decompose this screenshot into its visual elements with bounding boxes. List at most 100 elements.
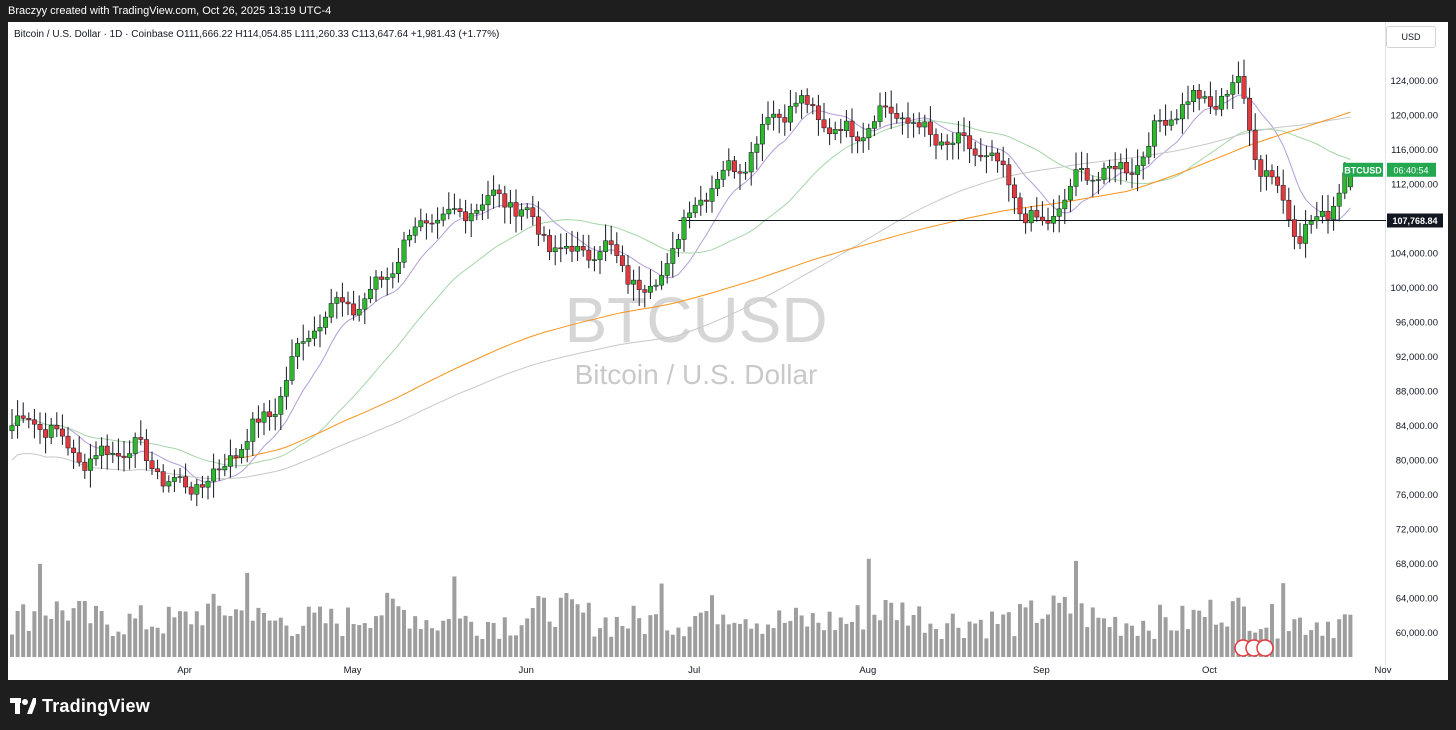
volume-bar [536, 596, 541, 657]
volume-bar [463, 615, 468, 657]
volume-bar [1214, 624, 1218, 657]
volume-bar [973, 623, 978, 657]
brand-footer[interactable]: TradingView [10, 694, 150, 718]
candle-body [1112, 166, 1118, 170]
candle-body [793, 102, 799, 107]
candle-body [65, 435, 71, 449]
candle-body [199, 484, 205, 488]
candle-body [1017, 197, 1023, 215]
candle-body [300, 341, 306, 344]
volume-bar [682, 636, 686, 657]
chart-panel[interactable] [8, 22, 1448, 680]
volume-bar [738, 623, 742, 657]
volume-bar [1225, 626, 1230, 657]
volume-bar [603, 617, 608, 657]
candle-body [687, 212, 693, 218]
candle-body [99, 445, 105, 456]
volume-bar [194, 611, 199, 657]
candle-body [821, 119, 827, 129]
candle-body [698, 199, 704, 206]
candle-body [1241, 76, 1247, 99]
candle-body [838, 129, 844, 131]
y-tick-label: 60,000.00 [1396, 628, 1438, 639]
candle-body [1314, 216, 1320, 222]
volume-bar [1051, 595, 1056, 657]
volume-bar [614, 616, 619, 657]
volume-bar [1298, 617, 1302, 657]
volume-bar [1135, 635, 1140, 657]
volume-bar [721, 614, 726, 657]
candle-body [877, 105, 883, 122]
candle-body [418, 220, 424, 228]
volume-bar [1062, 596, 1067, 657]
volume-bar [911, 614, 916, 657]
volume-bar [60, 610, 65, 657]
ma-200-line [224, 111, 1351, 460]
candle-body [37, 423, 43, 430]
volume-bar [1286, 631, 1291, 657]
candle-body [239, 449, 245, 458]
symbol-tag-box [1343, 162, 1383, 177]
candle-body [547, 235, 553, 253]
volume-bar [1158, 604, 1162, 657]
candle-body [390, 273, 396, 278]
volume-bar [1169, 630, 1174, 657]
volume-bar [49, 618, 54, 657]
candle-body [642, 289, 648, 293]
candle-body [1039, 216, 1045, 221]
economic-event-icon [1256, 639, 1274, 657]
candle-body [647, 285, 653, 293]
volume-bar [133, 618, 138, 657]
volume-bar [883, 600, 888, 657]
x-tick-label: Aug [859, 665, 876, 676]
volume-bar [318, 606, 322, 657]
volume-bar [1152, 638, 1157, 657]
candle-body [933, 134, 939, 146]
candle-body [255, 418, 261, 423]
volume-bar [799, 615, 804, 657]
volume-bar [435, 630, 440, 657]
candle-body [1258, 159, 1264, 177]
candle-body [48, 424, 54, 438]
candle-body [379, 276, 385, 280]
candle-body [843, 120, 849, 131]
volume-bar [346, 607, 350, 657]
volume-bar [659, 583, 664, 657]
candle-body [1179, 104, 1185, 120]
candle-body [395, 261, 401, 274]
volume-bar [1303, 634, 1308, 657]
candle-body [261, 411, 267, 423]
candle-body [1291, 219, 1297, 237]
volume-bar [542, 597, 546, 657]
volume-bar [754, 623, 759, 657]
volume-bar [362, 623, 367, 657]
candle-body [1140, 156, 1146, 166]
volume-bar [1292, 619, 1297, 657]
volume-bar [234, 609, 238, 657]
candle-body [1202, 96, 1208, 99]
candle-body [1247, 97, 1253, 131]
volume-bar [222, 615, 227, 657]
volume-bar [10, 634, 14, 657]
candle-body [1252, 129, 1258, 160]
volume-bar [1023, 607, 1028, 657]
currency-button[interactable]: USD [1386, 26, 1436, 48]
volume-bar [1186, 629, 1190, 657]
volume-bar [771, 628, 776, 657]
candle-body [93, 455, 99, 460]
volume-bar [424, 620, 429, 657]
volume-bar [749, 628, 754, 657]
candle-body [754, 143, 760, 153]
candle-body [1185, 101, 1191, 105]
candle-body [860, 137, 866, 142]
candle-body [250, 418, 256, 442]
candle-body [659, 275, 665, 286]
volume-bar [407, 628, 412, 657]
volume-bar [945, 623, 950, 657]
volume-bar [486, 621, 490, 657]
candle-body [905, 117, 911, 124]
volume-bar [71, 608, 76, 657]
candle-body [339, 297, 345, 303]
volume-bar [458, 618, 462, 657]
